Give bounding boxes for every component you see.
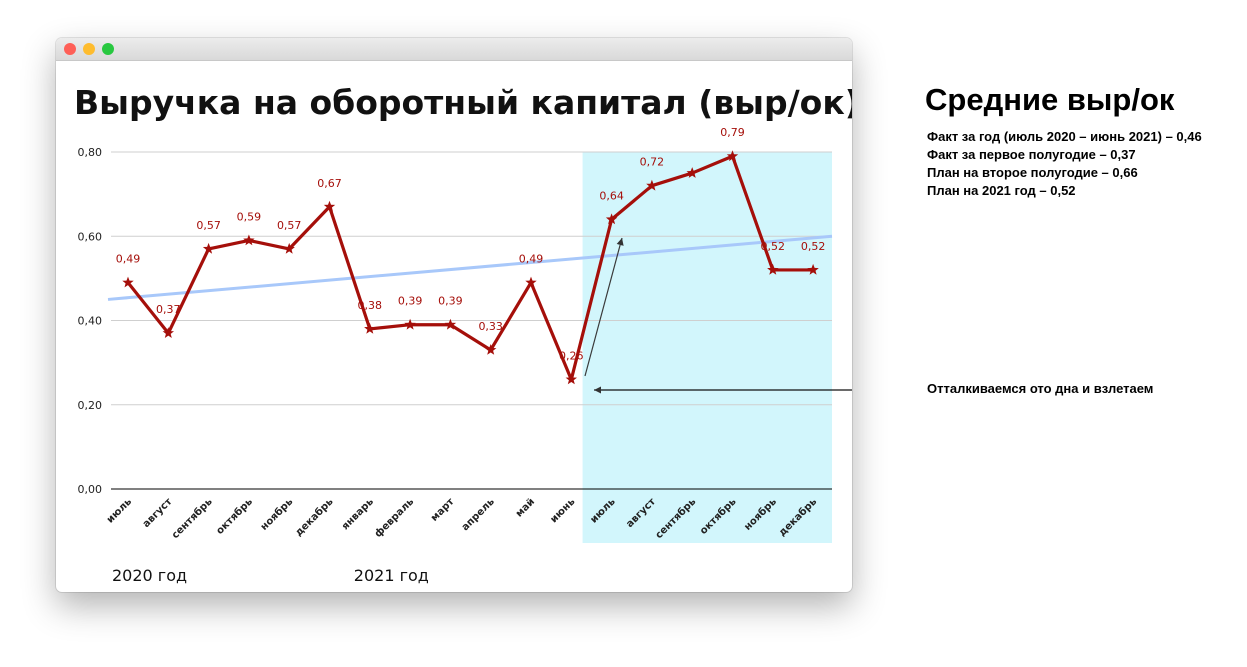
- x-tick-label: март: [429, 496, 457, 524]
- data-point-marker: [202, 242, 215, 254]
- y-tick-label: 0,40: [78, 315, 103, 328]
- data-label: 0,37: [156, 303, 181, 316]
- x-tick-label: июнь: [548, 496, 577, 525]
- data-point-marker: [364, 322, 376, 334]
- averages-line-year-fact: Факт за год (июль 2020 – июнь 2021) – 0,…: [927, 129, 1202, 144]
- x-tick-label: февраль: [372, 496, 416, 540]
- y-tick-label: 0,60: [78, 230, 103, 243]
- data-label: 0,49: [116, 253, 141, 266]
- annotation-text: Отталкиваемся ото дна и взлетаем: [927, 381, 1154, 396]
- data-label: 0,33: [478, 320, 503, 333]
- x-tick-label: апрель: [460, 496, 497, 533]
- data-label: 0,72: [640, 156, 665, 169]
- data-label: 0,67: [317, 177, 342, 190]
- x-tick-label: май: [514, 496, 537, 519]
- x-tick-label: июль: [105, 496, 134, 525]
- data-point-marker: [243, 234, 255, 246]
- data-point-marker: [767, 263, 779, 275]
- minimize-button[interactable]: [83, 43, 95, 55]
- data-point-marker: [807, 263, 819, 275]
- data-label: 0,52: [801, 240, 826, 253]
- data-label: 0,64: [599, 189, 624, 202]
- data-point-marker: [605, 213, 618, 225]
- data-point-marker: [565, 373, 577, 385]
- close-button[interactable]: [64, 43, 76, 55]
- data-label: 0,52: [761, 240, 786, 253]
- data-point-marker: [646, 179, 658, 191]
- y-tick-label: 0,20: [78, 399, 103, 412]
- line-chart: 0,00 0,20 0,40 0,60 0,80 0,49 0,37 0,57 0,59 0,5…: [74, 83, 852, 585]
- averages-line-2021-plan: План на 2021 год – 0,52: [927, 183, 1076, 198]
- year-label: 2021 год: [354, 566, 429, 585]
- x-tick-label: октябрь: [214, 496, 255, 537]
- y-tick-label: 0,80: [78, 146, 103, 159]
- averages-list: Факт за год (июль 2020 – июнь 2021) – 0,…: [927, 128, 1202, 200]
- maximize-button[interactable]: [102, 43, 114, 55]
- data-point-marker: [525, 276, 537, 288]
- series-line: [126, 154, 814, 382]
- data-label: 0,57: [196, 219, 221, 232]
- trendline: [107, 234, 833, 301]
- data-label: 0,39: [438, 295, 463, 308]
- data-point-marker: [283, 242, 295, 254]
- data-point-marker: [444, 318, 457, 330]
- x-tick-label: сентябрь: [169, 496, 214, 541]
- x-tick-label: декабрь: [293, 496, 336, 539]
- data-label: 0,38: [358, 299, 383, 312]
- averages-title: Средние выр/ок: [925, 82, 1175, 117]
- averages-line-first-half-fact: Факт за первое полугодие – 0,37: [927, 147, 1136, 162]
- data-label: 0,79: [720, 126, 745, 139]
- data-point-marker: [686, 167, 698, 178]
- chart-title: Выручка на оборотный капитал (выр/ок): [74, 83, 852, 122]
- x-tick-label: январь: [340, 496, 376, 532]
- data-label: 0,49: [519, 253, 544, 266]
- data-label: 0,59: [237, 210, 262, 223]
- window-titlebar: [56, 38, 852, 61]
- app-window: 0,00 0,20 0,40 0,60 0,80 0,49 0,37 0,57 0,59 0,5…: [56, 38, 852, 592]
- highlight-region: [582, 152, 832, 543]
- x-tick-label: ноябрь: [258, 496, 295, 533]
- data-point-marker: [726, 150, 739, 162]
- rise-arrow: [584, 237, 624, 377]
- y-tick-label: 0,00: [78, 483, 103, 496]
- averages-line-second-half-plan: План на второе полугодие – 0,66: [927, 165, 1138, 180]
- data-label: 0,57: [277, 219, 302, 232]
- data-label: 0,26: [559, 349, 584, 362]
- data-point-marker: [404, 318, 416, 330]
- data-point-marker: [485, 344, 497, 355]
- data-label: 0,39: [398, 295, 423, 308]
- data-point-marker: [122, 276, 134, 288]
- year-label: 2020 год: [112, 566, 187, 585]
- data-point-marker: [323, 200, 336, 212]
- data-point-marker: [162, 327, 174, 338]
- x-tick-label: август: [141, 496, 175, 530]
